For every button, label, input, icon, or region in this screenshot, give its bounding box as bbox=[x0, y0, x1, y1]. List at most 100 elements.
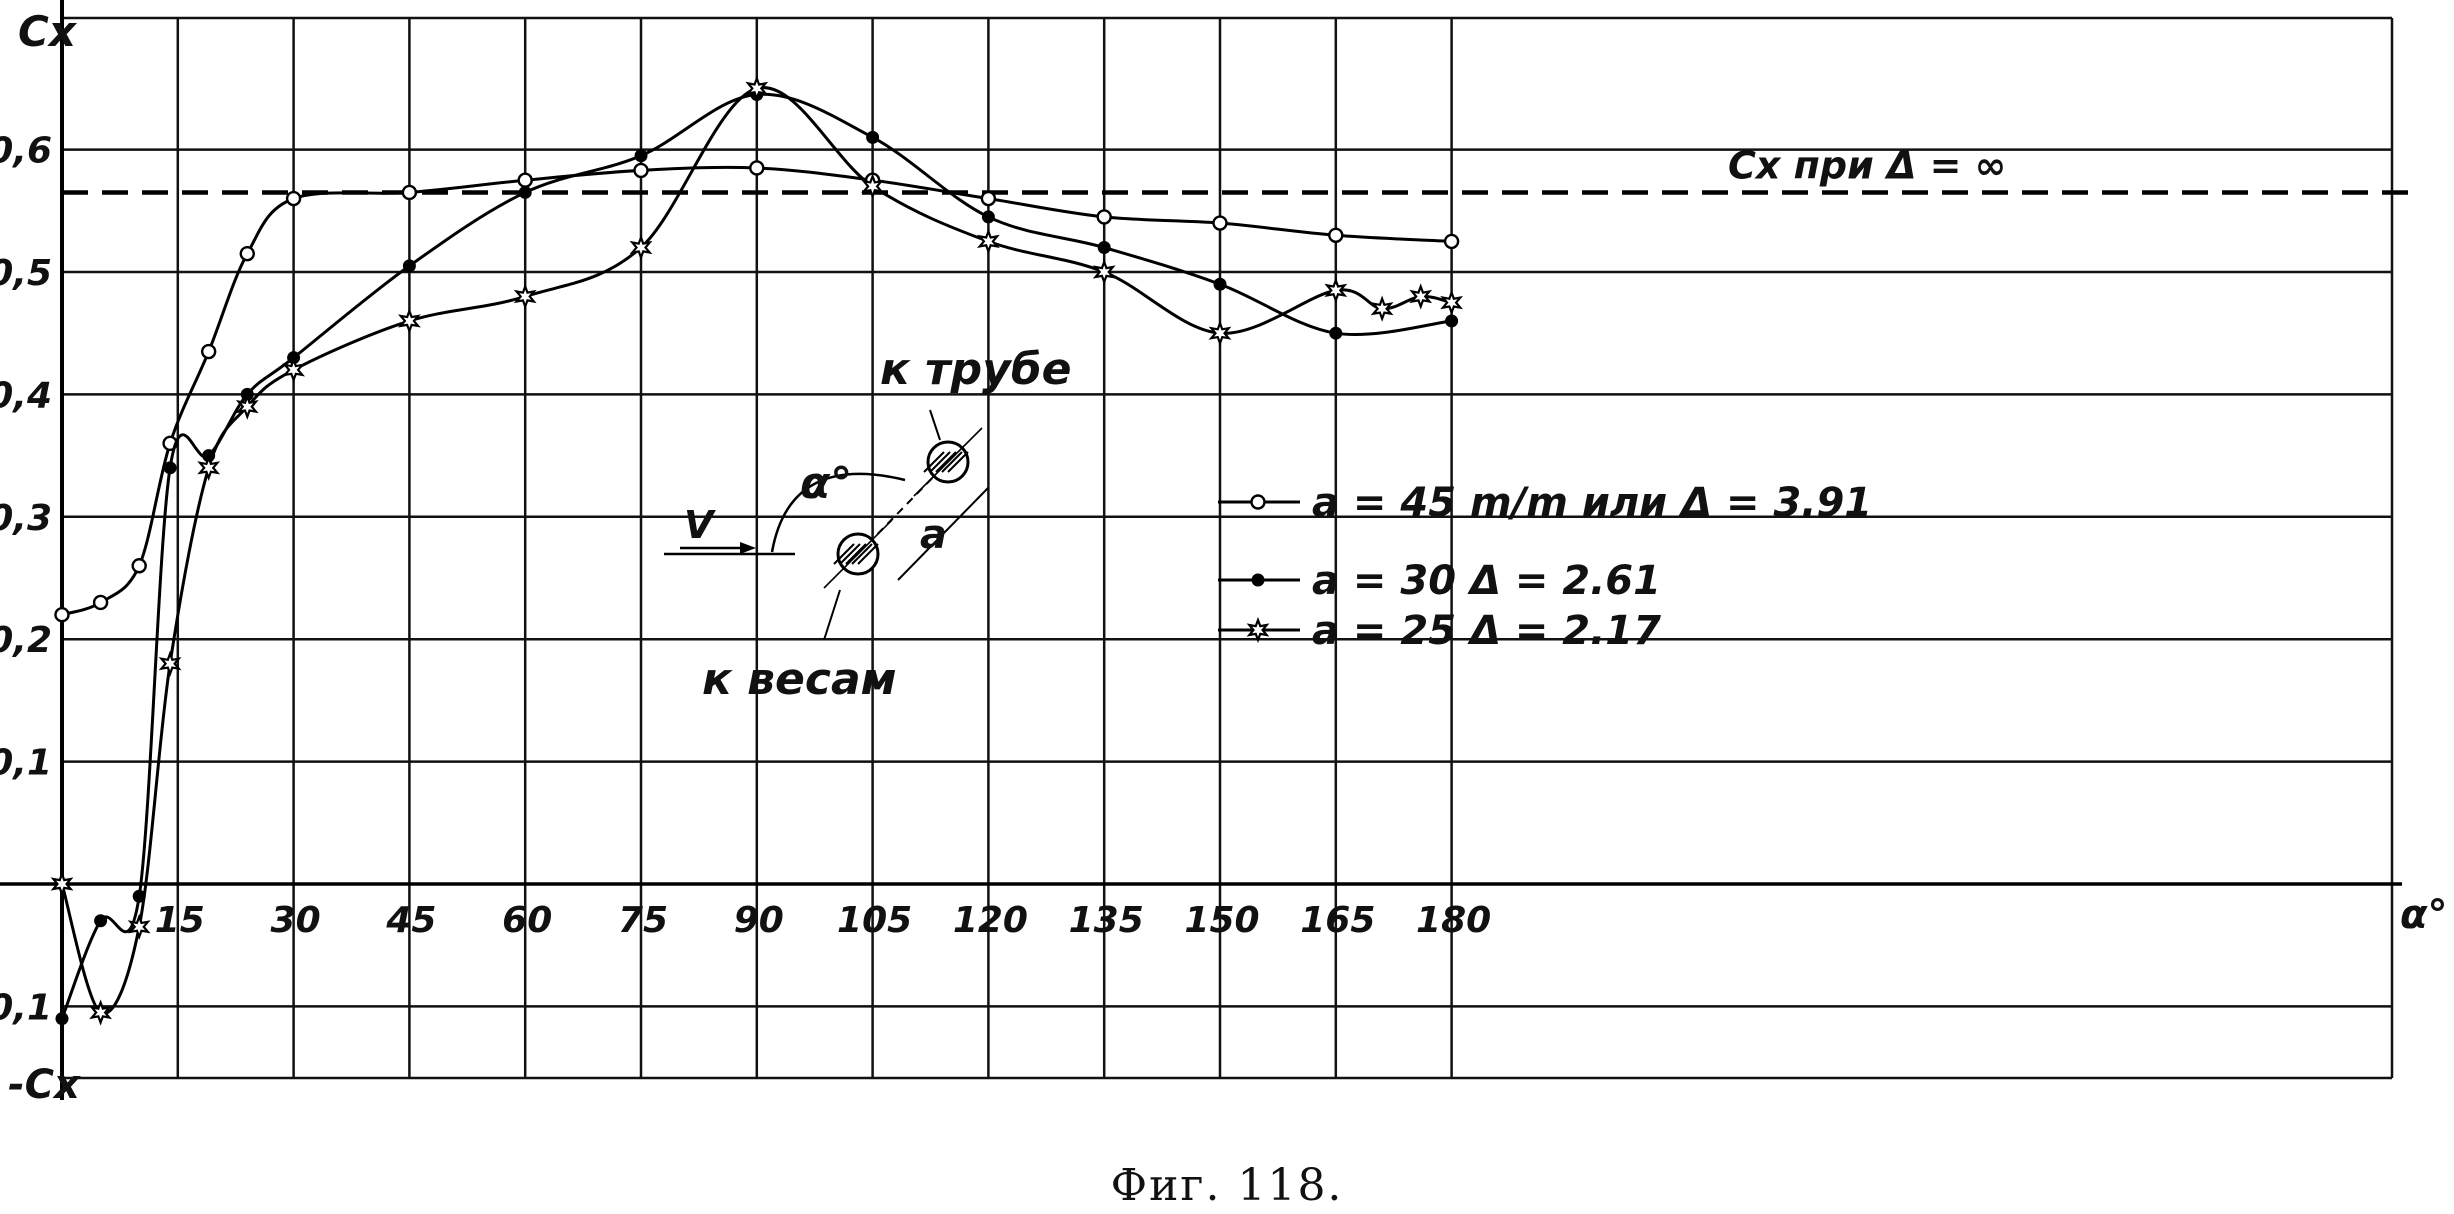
inset-hatch bbox=[833, 543, 855, 565]
y-axis-title-negative: -Cx bbox=[8, 1062, 81, 1108]
point-open-star bbox=[197, 454, 221, 482]
point-open-star bbox=[1324, 277, 1348, 304]
point-open-circle bbox=[517, 172, 533, 188]
inset-hatch bbox=[845, 543, 867, 565]
point-filled-circle bbox=[866, 130, 880, 144]
legend-label: a = 25 Δ = 2.17 bbox=[1312, 608, 1661, 654]
inset-diagram: Vα° a к трубе к весам bbox=[664, 344, 1071, 705]
inset-velocity-label: V bbox=[684, 503, 716, 547]
tick-labels: 15 30 45 60 75 90 105 120 135 150 165 180 0,6 0,5 0,4 0… bbox=[0, 7, 2447, 1108]
x-tick-label: 75 bbox=[618, 900, 668, 941]
point-open-star bbox=[745, 75, 769, 102]
inset-hatch bbox=[851, 543, 873, 565]
series-2 bbox=[55, 88, 1459, 1026]
point-open-star bbox=[158, 650, 182, 677]
inset-arrowhead bbox=[740, 542, 756, 554]
x-tick-label: 165 bbox=[1300, 900, 1375, 941]
point-open-circle bbox=[1096, 209, 1112, 225]
point-open-star bbox=[1370, 295, 1394, 322]
inset-top-leader bbox=[929, 409, 941, 441]
y-tick-label: 0,1 bbox=[0, 743, 52, 784]
inset-hatch bbox=[923, 451, 945, 473]
point-open-circle bbox=[401, 184, 418, 201]
y-tick-label: 0,2 bbox=[0, 620, 52, 661]
point-open-circle bbox=[633, 162, 649, 179]
point-filled-circle bbox=[1445, 314, 1459, 328]
y-tick-label: 0,4 bbox=[0, 375, 52, 416]
point-open-star bbox=[235, 393, 259, 420]
series-line bbox=[60, 86, 1452, 1015]
point-filled-circle bbox=[634, 149, 648, 163]
point-open-star bbox=[1440, 289, 1464, 316]
legend: a = 45 m/m или Δ = 3.91 a = 30 Δ = 2.61a … bbox=[1218, 480, 1872, 654]
x-tick-label: 150 bbox=[1184, 900, 1259, 941]
series-group bbox=[50, 75, 1464, 1026]
x-tick-label: 60 bbox=[502, 900, 552, 941]
point-filled-circle bbox=[94, 914, 108, 928]
point-open-star bbox=[1208, 320, 1232, 347]
series-3 bbox=[50, 75, 1464, 1026]
axes bbox=[0, 0, 2402, 1100]
y-tick-label: -0,1 bbox=[0, 987, 52, 1028]
legend-label: a = 45 m/m или Δ = 3.91 bbox=[1312, 480, 1872, 526]
x-tick-label: 45 bbox=[385, 900, 436, 941]
x-tick-label: 135 bbox=[1069, 900, 1144, 941]
x-tick-label: 30 bbox=[271, 900, 321, 941]
inset-hatch bbox=[935, 451, 957, 473]
point-open-circle bbox=[1443, 233, 1460, 250]
x-tick-label: 120 bbox=[953, 900, 1028, 941]
point-open-circle bbox=[1212, 215, 1228, 231]
x-tick-label: 90 bbox=[734, 900, 784, 941]
inset-angle-arc bbox=[770, 472, 906, 553]
point-filled-circle bbox=[163, 461, 177, 475]
point-open-star bbox=[89, 999, 113, 1026]
point-filled-circle bbox=[518, 185, 532, 199]
x-tick-label: 105 bbox=[837, 900, 912, 941]
point-filled-circle bbox=[1329, 326, 1343, 340]
inset-diag-line bbox=[913, 427, 983, 497]
inset-hatch bbox=[947, 451, 969, 473]
point-filled-circle bbox=[1097, 241, 1111, 255]
reference-line: Cx при Δ = ∞ bbox=[62, 143, 2410, 195]
y-tick-label: 0,6 bbox=[0, 131, 52, 172]
point-open-circle bbox=[1328, 227, 1344, 243]
figure-caption: Фиг. 118. bbox=[1110, 1160, 1344, 1211]
point-open-circle bbox=[92, 594, 109, 611]
point-filled-circle bbox=[1251, 573, 1265, 587]
inset-hatch bbox=[929, 451, 951, 473]
inset-hatch bbox=[857, 543, 879, 565]
point-filled-circle bbox=[981, 210, 995, 224]
point-open-star bbox=[629, 234, 653, 261]
x-tick-label: 15 bbox=[155, 900, 205, 941]
inset-diag-line bbox=[823, 519, 893, 589]
legend-label: a = 30 Δ = 2.61 bbox=[1312, 558, 1661, 604]
point-filled-circle bbox=[1213, 277, 1227, 291]
inset-distance-label: a bbox=[920, 512, 947, 558]
point-open-circle bbox=[200, 343, 217, 360]
point-open-star bbox=[513, 283, 537, 310]
inset-bottom-leader bbox=[823, 589, 841, 641]
point-open-star bbox=[1092, 258, 1116, 286]
point-open-circle bbox=[285, 190, 302, 207]
y-tick-label: 0,3 bbox=[0, 498, 52, 539]
inset-angle-label: α° bbox=[800, 458, 852, 509]
point-open-circle bbox=[131, 558, 147, 574]
y-tick-label: 0,5 bbox=[0, 253, 52, 294]
point-open-circle bbox=[54, 607, 70, 623]
inset-top-label: к трубе bbox=[880, 344, 1071, 395]
point-open-circle bbox=[980, 190, 997, 207]
point-filled-circle bbox=[402, 259, 416, 273]
point-open-circle bbox=[749, 160, 765, 176]
point-open-circle bbox=[239, 245, 255, 262]
y-axis-title: Cx bbox=[18, 7, 78, 56]
point-open-circle bbox=[1250, 494, 1266, 510]
point-open-star bbox=[1246, 616, 1270, 644]
point-open-star bbox=[282, 356, 306, 384]
inset-hatch bbox=[839, 543, 861, 565]
point-open-star bbox=[976, 228, 1000, 255]
reference-line-label: Cx при Δ = ∞ bbox=[1728, 143, 2006, 187]
x-tick-label: 180 bbox=[1416, 900, 1491, 941]
point-open-star bbox=[861, 173, 885, 200]
point-filled-circle bbox=[55, 1012, 69, 1026]
